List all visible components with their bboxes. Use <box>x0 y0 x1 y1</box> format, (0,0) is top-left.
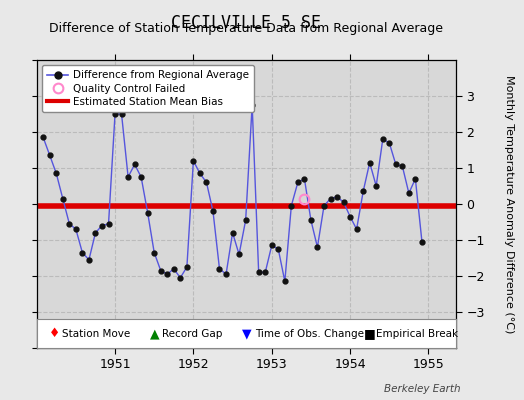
Legend: Difference from Regional Average, Quality Control Failed, Estimated Station Mean: Difference from Regional Average, Qualit… <box>42 65 254 112</box>
Text: Empirical Break: Empirical Break <box>376 329 458 338</box>
Text: Berkeley Earth: Berkeley Earth <box>385 384 461 394</box>
Y-axis label: Monthly Temperature Anomaly Difference (°C): Monthly Temperature Anomaly Difference (… <box>504 75 514 333</box>
Text: ■: ■ <box>364 327 375 340</box>
Text: ▲: ▲ <box>150 327 159 340</box>
Text: Station Move: Station Move <box>62 329 130 338</box>
Text: CECILVILLE 5 SE: CECILVILLE 5 SE <box>171 14 321 32</box>
Text: Time of Obs. Change: Time of Obs. Change <box>255 329 364 338</box>
Text: Difference of Station Temperature Data from Regional Average: Difference of Station Temperature Data f… <box>49 22 443 35</box>
Text: ♦: ♦ <box>49 327 60 340</box>
Text: Record Gap: Record Gap <box>162 329 223 338</box>
Text: ▼: ▼ <box>242 327 252 340</box>
